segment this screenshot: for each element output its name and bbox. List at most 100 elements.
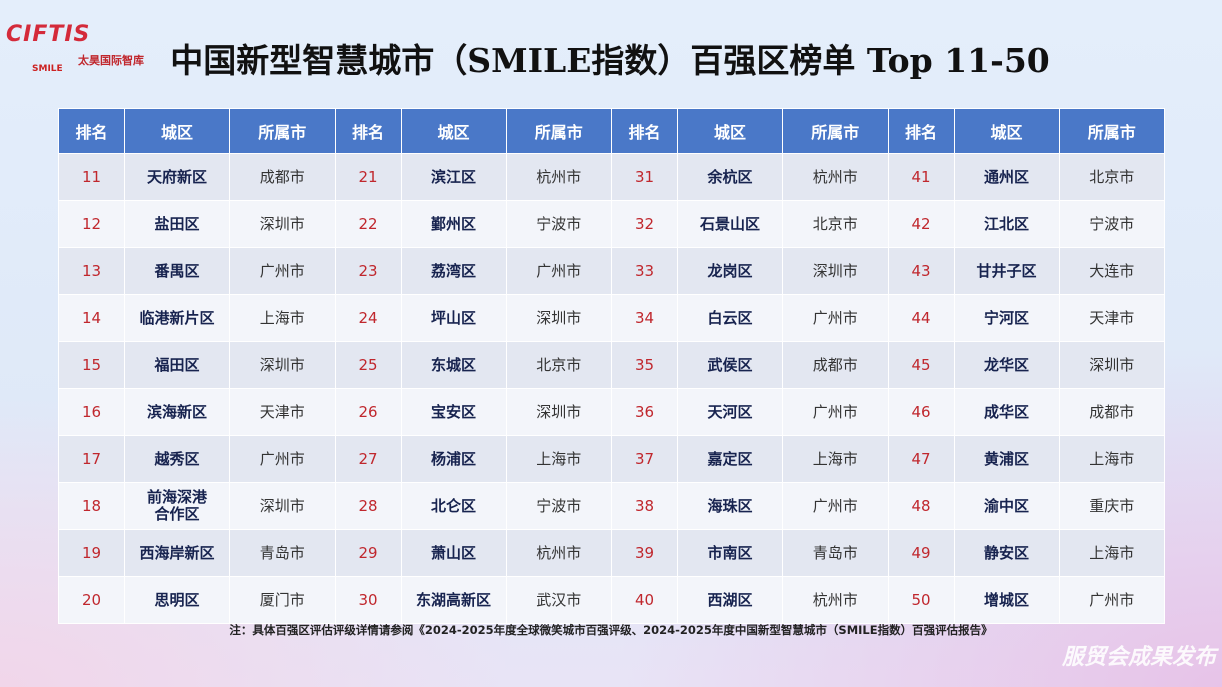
rank-cell: 23 [334,247,402,295]
dist-cell: 思明区 [124,576,230,624]
rank-cell: 43 [887,247,955,295]
city-cell: 青岛市 [229,529,336,577]
rank-cell: 27 [334,435,402,483]
rank-cell: 22 [334,200,402,248]
table-body: 11 天府新区 成都市 21 滨江区 杭州市 31 余杭区 杭州市 41 通州区 北京市 12 盐田区 深圳… [58,153,1165,624]
rank-cell: 35 [611,341,678,389]
dist-cell: 武侯区 [677,341,783,389]
note: 注：具体百强区评估评级详情请参阅《2024-2025年度全球微笑城市百强评级、2… [229,623,993,637]
city-cell: 广州市 [1058,576,1165,624]
header-cell: 排名 [58,108,125,154]
dist-cell: 坪山区 [400,294,507,342]
rank-cell: 36 [611,388,678,436]
city-cell: 成都市 [229,153,336,201]
city-cell: 杭州市 [505,153,612,201]
city-cell: 成都市 [782,341,889,389]
rank-cell: 38 [611,482,678,530]
rank-cell: 40 [611,576,678,624]
dist-cell: 宁河区 [953,294,1060,342]
dist-cell: 杨浦区 [400,435,507,483]
city-cell: 成都市 [1058,388,1165,436]
header-cell: 所属市 [505,108,612,154]
dist-cell: 东城区 [400,341,507,389]
city-cell: 广州市 [782,388,889,436]
city-cell: 深圳市 [229,482,336,530]
rank-cell: 41 [887,153,955,201]
city-cell: 深圳市 [505,388,612,436]
city-cell: 上海市 [1058,529,1165,577]
city-cell: 厦门市 [229,576,336,624]
dist-cell: 通州区 [953,153,1060,201]
rank-cell: 46 [887,388,955,436]
rank-cell: 42 [887,200,955,248]
thinktank-logo: 太昊国际智库 [78,54,144,67]
rank-cell: 20 [58,576,125,624]
dist-cell: 天河区 [677,388,783,436]
rank-cell: 32 [611,200,678,248]
dist-cell: 番禺区 [124,247,230,295]
header-cell: 城区 [124,108,230,154]
rank-cell: 50 [887,576,955,624]
header-cell: 城区 [400,108,507,154]
rank-cell: 34 [611,294,678,342]
rank-cell: 31 [611,153,678,201]
dist-cell: 黄浦区 [953,435,1060,483]
city-cell: 上海市 [505,435,612,483]
dist-cell: 滨江区 [400,153,507,201]
table-row: 14 临港新片区 上海市 24 坪山区 深圳市 34 白云区 广州市 44 宁河区 天津市 [58,294,1165,342]
city-cell: 武汉市 [505,576,612,624]
rank-cell: 12 [58,200,125,248]
city-cell: 青岛市 [782,529,889,577]
city-cell: 杭州市 [782,153,889,201]
header-cell: 所属市 [782,108,889,154]
header-cell: 所属市 [229,108,336,154]
release-logo: 服贸会成果发布 [1061,645,1216,670]
dist-cell: 荔湾区 [400,247,507,295]
dist-cell: 前海深港 合作区 [124,482,230,530]
dist-cell: 增城区 [953,576,1060,624]
dist-cell: 宝安区 [400,388,507,436]
city-cell: 广州市 [229,435,336,483]
rank-cell: 21 [334,153,402,201]
rank-cell: 11 [58,153,125,201]
rank-cell: 49 [887,529,955,577]
table-row: 18 前海深港 合作区 深圳市 28 北仑区 宁波市 38 海珠区 广州市 48 渝中区 重庆市 [58,482,1165,530]
city-cell: 大连市 [1058,247,1165,295]
header-cell: 所属市 [1058,108,1165,154]
rank-cell: 14 [58,294,125,342]
table-row: 15 福田区 深圳市 25 东城区 北京市 35 武侯区 成都市 45 龙华区 深圳市 [58,341,1165,389]
rank-cell: 26 [334,388,402,436]
dist-cell: 白云区 [677,294,783,342]
rank-cell: 15 [58,341,125,389]
rank-cell: 25 [334,341,402,389]
city-cell: 深圳市 [1058,341,1165,389]
city-cell: 宁波市 [505,200,612,248]
table-row: 17 越秀区 广州市 27 杨浦区 上海市 37 嘉定区 上海市 47 黄浦区 上海市 [58,435,1165,483]
dist-cell: 石景山区 [677,200,783,248]
rank-cell: 16 [58,388,125,436]
header-cell: 排名 [611,108,678,154]
rank-cell: 33 [611,247,678,295]
city-cell: 深圳市 [782,247,889,295]
city-cell: 广州市 [229,247,336,295]
rank-cell: 45 [887,341,955,389]
dist-cell: 成华区 [953,388,1060,436]
city-cell: 广州市 [782,482,889,530]
rank-cell: 44 [887,294,955,342]
rank-cell: 39 [611,529,678,577]
header-cell: 城区 [677,108,783,154]
dist-cell: 海珠区 [677,482,783,530]
city-cell: 天津市 [1058,294,1165,342]
dist-cell: 天府新区 [124,153,230,201]
table-row: 16 滨海新区 天津市 26 宝安区 深圳市 36 天河区 广州市 46 成华区 成都市 [58,388,1165,436]
table-row: 20 思明区 厦门市 30 东湖高新区 武汉市 40 西湖区 杭州市 50 增城区 广州市 [58,576,1165,624]
dist-cell: 越秀区 [124,435,230,483]
city-cell: 天津市 [229,388,336,436]
city-cell: 深圳市 [229,341,336,389]
ranking-table: 排名 城区 所属市 排名 城区 所属市 排名 城区 所属市 排名 城区 所属市 11 天府新区 成都市 21… [58,108,1165,624]
dist-cell: 北仑区 [400,482,507,530]
header-cell: 排名 [334,108,402,154]
rank-cell: 19 [58,529,125,577]
rank-cell: 29 [334,529,402,577]
